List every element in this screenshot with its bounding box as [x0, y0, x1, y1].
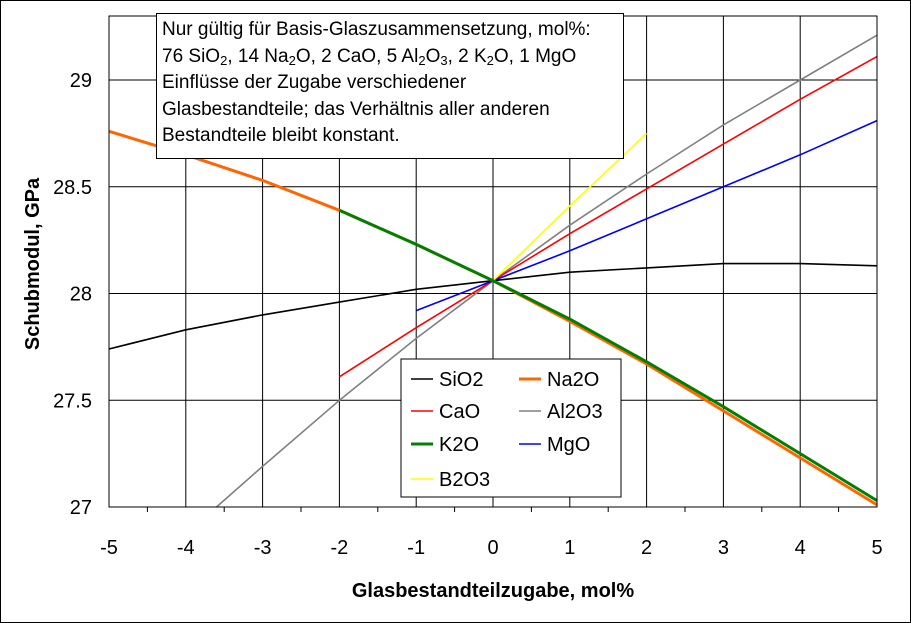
y-tick-label: 27.5 — [53, 390, 92, 412]
x-tick-label: 3 — [718, 537, 729, 559]
tick-labels: -5 -4 -3 -2 -1 0 1 2 3 4 5 27 27.5 28 28.5 29 — [53, 70, 883, 559]
x-tick-label: 1 — [564, 537, 575, 559]
legend-label-sio2: SiO2 — [439, 369, 483, 391]
series-line-k2o — [338, 208, 878, 502]
legend: SiO2 Na2O CaO Al2O3 K2O MgO B2O3 — [400, 358, 622, 498]
annotation-line-5: Bestandteile bleibt konstant. — [162, 125, 400, 146]
x-tick-label: -2 — [331, 537, 349, 559]
x-tick-label: 0 — [487, 537, 498, 559]
x-tick-label: 4 — [795, 537, 806, 559]
series-line-cao — [338, 55, 878, 378]
legend-label-mgo: MgO — [547, 434, 590, 456]
x-tick-label: -5 — [100, 537, 118, 559]
x-tick-label: -3 — [254, 537, 272, 559]
annotation-line-3: Einflüsse der Zugabe verschiedener — [162, 72, 467, 93]
y-axis-title: Schubmodul, GPa — [22, 177, 44, 350]
legend-label-al2o3: Al2O3 — [547, 401, 603, 423]
legend-label-cao: CaO — [439, 401, 480, 423]
x-axis-title: Glasbestandteilzugabe, mol% — [352, 580, 635, 602]
legend-label-k2o: K2O — [439, 434, 479, 456]
annotation-box: Nur gültig für Basis-Glaszusammensetzung… — [156, 13, 624, 159]
y-tick-label: 27 — [70, 497, 92, 519]
x-tick-label: 5 — [871, 537, 882, 559]
annotation-line-2: 76 SiO2, 14 Na2O, 2 CaO, 5 Al2O3, 2 K2O,… — [162, 45, 577, 68]
annotation-line-1: Nur gültig für Basis-Glaszusammensetzung… — [162, 19, 591, 40]
series-line-al2o3 — [215, 34, 878, 508]
legend-box — [400, 358, 622, 498]
y-tick-label: 28.5 — [53, 177, 92, 199]
x-tick-label: 2 — [641, 537, 652, 559]
annotation-line-4: Glasbestandteile; das Verhältnis aller a… — [162, 98, 550, 120]
y-tick-label: 28 — [70, 284, 92, 306]
legend-label-b2o3: B2O3 — [439, 469, 490, 491]
legend-label-na2o: Na2O — [547, 369, 599, 391]
x-tick-label: -1 — [407, 537, 425, 559]
x-tick-label: -4 — [177, 537, 195, 559]
y-tick-label: 29 — [70, 70, 92, 92]
